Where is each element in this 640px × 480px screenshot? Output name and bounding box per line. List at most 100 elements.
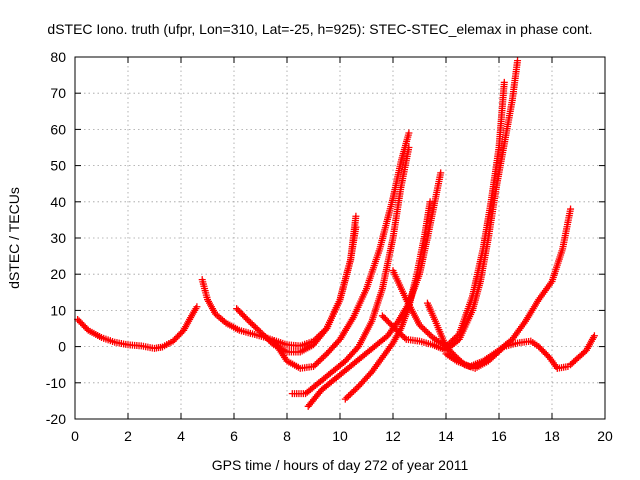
- data-point: [567, 205, 575, 213]
- data-point: [420, 326, 428, 334]
- data-point: [193, 303, 201, 311]
- series-arc-6: [304, 169, 445, 410]
- data-point: [392, 326, 400, 334]
- data-point: [243, 315, 251, 323]
- data-point: [590, 332, 598, 340]
- data-point: [258, 330, 266, 338]
- data-point: [174, 333, 182, 341]
- y-tick-label: 70: [50, 85, 66, 101]
- data-point: [263, 334, 271, 342]
- y-tick-label: 0: [58, 339, 66, 355]
- data-point: [260, 331, 268, 339]
- data-point: [313, 359, 321, 367]
- data-point: [252, 323, 260, 331]
- series-line: [426, 302, 569, 369]
- data-point: [345, 392, 353, 400]
- data-point: [416, 321, 423, 329]
- data-point: [383, 316, 391, 324]
- data-point: [350, 387, 358, 395]
- data-point: [343, 394, 351, 402]
- data-point: [396, 329, 404, 337]
- data-point: [391, 324, 399, 332]
- data-point: [442, 343, 450, 351]
- data-point: [171, 336, 179, 344]
- data-point: [236, 308, 244, 316]
- x-tick-label: 0: [71, 428, 79, 444]
- x-tick-label: 6: [230, 428, 238, 444]
- x-tick-label: 14: [438, 428, 454, 444]
- data-point: [535, 343, 543, 351]
- y-tick-label: 80: [50, 49, 66, 65]
- data-point: [81, 323, 89, 331]
- data-point: [318, 355, 326, 363]
- data-point: [389, 323, 397, 331]
- data-point: [541, 349, 549, 357]
- data-point: [427, 332, 435, 340]
- series-line: [201, 216, 357, 347]
- data-point: [348, 389, 356, 397]
- data-point: [397, 331, 405, 339]
- data-point: [316, 356, 324, 364]
- y-tick-label: -20: [46, 411, 66, 427]
- data-point: [175, 331, 183, 339]
- data-point: [394, 327, 402, 335]
- data-point: [319, 353, 327, 361]
- y-tick-label: 40: [50, 194, 66, 210]
- data-point: [425, 330, 433, 338]
- data-point: [234, 306, 242, 314]
- data-point: [311, 361, 319, 369]
- data-point: [247, 319, 255, 327]
- data-point: [233, 305, 241, 313]
- series-arc-12: [567, 332, 598, 369]
- data-point: [449, 336, 457, 344]
- data-point: [265, 336, 273, 344]
- data-point: [257, 328, 264, 336]
- x-tick-label: 12: [385, 428, 401, 444]
- x-tick-label: 16: [491, 428, 507, 444]
- data-point: [447, 347, 455, 355]
- y-tick-label: 20: [50, 266, 66, 282]
- data-point: [321, 351, 329, 359]
- data-point: [417, 322, 425, 330]
- y-tick-label: 60: [50, 121, 66, 137]
- series-group: [74, 57, 598, 410]
- data-point: [378, 312, 386, 320]
- series-arc-7: [341, 198, 434, 403]
- series-line: [381, 60, 519, 351]
- y-axis-label: dSTEC / TECUs: [6, 187, 22, 289]
- data-point: [353, 384, 361, 392]
- data-point: [419, 324, 427, 332]
- data-point: [538, 346, 546, 354]
- data-point: [248, 320, 256, 328]
- data-point: [444, 344, 452, 352]
- data-point: [169, 337, 177, 345]
- data-point: [426, 198, 434, 206]
- data-point: [341, 395, 349, 403]
- data-point: [445, 346, 453, 354]
- data-point: [437, 169, 445, 177]
- data-point: [351, 386, 359, 394]
- data-point: [75, 317, 83, 325]
- data-point: [261, 333, 269, 341]
- data-point: [240, 312, 248, 320]
- data-point: [346, 390, 354, 398]
- data-point: [450, 335, 458, 343]
- data-point: [452, 333, 460, 341]
- y-tick-labels: -20 -10 0 10 20 30 40 50 60 70 80: [46, 49, 66, 427]
- data-point: [239, 311, 247, 319]
- data-point: [380, 313, 388, 321]
- x-tick-label: 18: [544, 428, 560, 444]
- data-point: [381, 315, 389, 323]
- data-point: [245, 317, 253, 325]
- data-point: [454, 332, 462, 340]
- data-point: [447, 338, 455, 346]
- data-point: [445, 339, 453, 347]
- series-arc-4: [270, 129, 413, 372]
- data-point: [405, 144, 413, 151]
- series-arc-1: [74, 303, 201, 352]
- x-tick-label: 4: [177, 428, 185, 444]
- x-tick-label: 20: [597, 428, 613, 444]
- ticks: [74, 56, 606, 420]
- data-point: [321, 326, 329, 334]
- x-tick-labels: 0 2 4 6 8 10 12 14 16 18 20: [71, 428, 613, 444]
